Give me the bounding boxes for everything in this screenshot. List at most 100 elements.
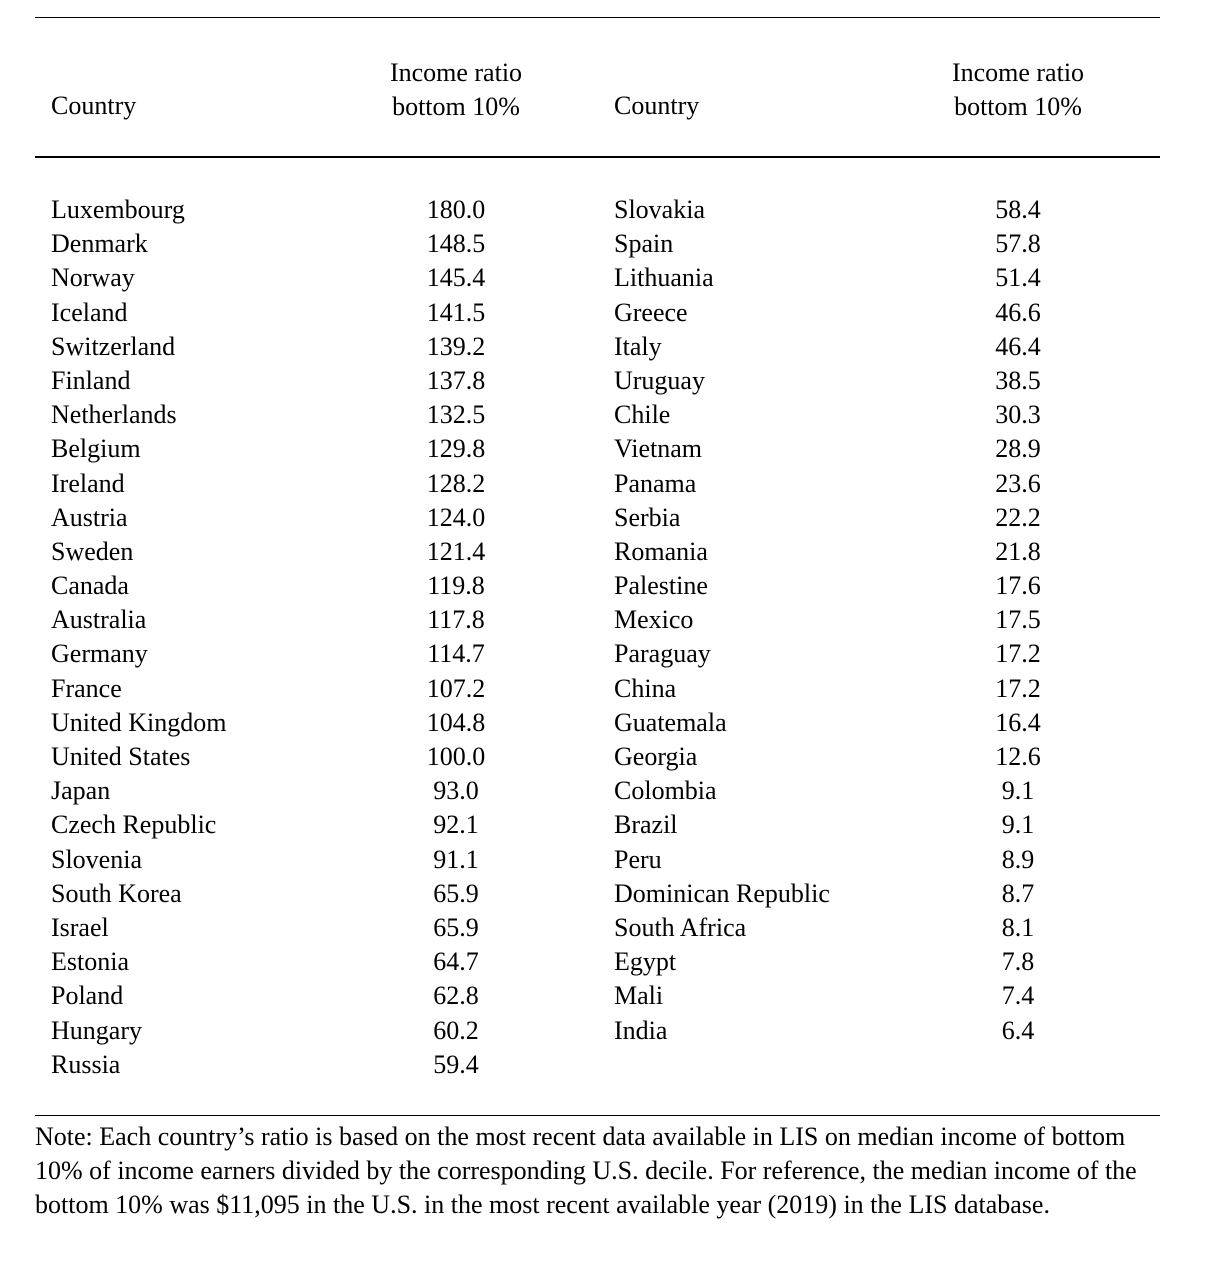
country-name-cell: Czech Republic [51,810,217,840]
country-name-cell: Switzerland [51,331,176,361]
income-ratio-cell: 92.1 [433,810,479,840]
country-name-cell: Chile [614,400,671,430]
country-name-cell: Greece [614,297,688,327]
header-ratio-left: Income ratio bottom 10% [346,56,566,124]
income-ratio-cell: 51.4 [995,263,1041,293]
country-name-cell: Australia [51,605,147,635]
country-name-cell: Hungary [51,1015,142,1045]
income-ratio-cell: 8.9 [1001,844,1035,874]
income-ratio-cell: 9.1 [1001,776,1035,806]
country-name-cell: Paraguay [614,639,711,669]
country-name-cell: Norway [51,263,135,293]
income-ratio-cell: 38.5 [995,365,1041,395]
right-ratio-column: 58.4 57.8 51.4 46.6 46.4 38.5 30.3 28.9 23.6 22.2… [958,193,1078,1048]
country-name-cell: India [614,1015,668,1045]
country-name-cell: Georgia [614,742,698,771]
country-name-cell: France [51,673,122,703]
country-name-cell: United Kingdom [51,707,227,737]
income-ratio-cell: 46.6 [995,297,1041,327]
right-country-column: Slovakia Spain Lithuania Greece Italy Uruguay… [614,193,944,1048]
income-ratio-cell: 148.5 [426,229,486,259]
left-country-column: Luxembourg Denmark Norway Iceland Switzerlan… [51,193,381,1082]
table-note: Note: Each country’s ratio is based on t… [35,1122,1137,1219]
header-ratio-left-line1: Income ratio [389,58,523,87]
income-ratio-cell: 137.8 [426,365,486,395]
income-ratio-cell: 17.5 [995,605,1041,635]
income-ratio-cell: 17.2 [995,639,1041,669]
table-header-rule [35,156,1160,158]
income-ratio-cell: 8.7 [1001,878,1035,908]
header-country-right: Country [614,91,700,120]
income-ratio-cell: 28.9 [995,434,1041,464]
income-ratio-cell: 107.2 [426,673,486,703]
country-name-cell: Ireland [51,468,125,498]
country-name-cell: Italy [614,331,662,361]
country-name-cell: Uruguay [614,365,705,395]
income-ratio-cell: 93.0 [433,776,479,806]
income-ratio-cell: 46.4 [995,331,1041,361]
country-name-cell: Luxembourg [51,195,185,224]
country-name-cell: Mexico [614,605,694,635]
income-ratio-cell: 65.9 [433,912,479,942]
country-name-cell: Spain [614,229,674,259]
country-name-cell: Iceland [51,297,128,327]
income-ratio-cell: 141.5 [426,297,486,327]
country-name-cell: Denmark [51,229,148,259]
income-ratio-cell: 57.8 [995,229,1041,259]
income-ratio-cell: 114.7 [427,639,485,669]
country-name-cell: Slovakia [614,195,705,224]
country-name-cell: Serbia [614,502,681,532]
income-ratio-cell: 65.9 [433,878,479,908]
income-ratio-cell: 8.1 [1001,912,1035,942]
income-ratio-cell: 21.8 [995,536,1041,566]
income-ratio-cell: 121.4 [426,536,486,566]
income-ratio-cell: 22.2 [995,502,1041,532]
country-name-cell: Germany [51,639,148,669]
income-ratio-cell: 124.0 [426,502,486,532]
income-ratio-cell: 59.4 [433,1049,479,1079]
country-name-cell: Russia [51,1049,121,1079]
income-ratio-cell: 100.0 [426,742,486,771]
income-ratio-cell: 23.6 [995,468,1041,498]
country-name-cell: Vietnam [614,434,702,464]
country-name-cell: South Korea [51,878,182,908]
country-name-cell: Canada [51,571,129,601]
income-ratio-cell: 104.8 [426,707,486,737]
country-name-cell: Belgium [51,434,141,464]
country-name-cell: Japan [51,776,111,806]
country-name-cell: Palestine [614,571,708,601]
country-name-cell: Peru [614,844,662,874]
country-name-cell: Guatemala [614,707,727,737]
income-ratio-cell: 17.2 [995,673,1041,703]
country-name-cell: United States [51,742,191,771]
header-ratio-right: Income ratio bottom 10% [908,56,1128,124]
header-ratio-left-line2: bottom 10% [392,92,520,121]
income-ratio-cell: 91.1 [433,844,479,874]
table-bottom-rule [35,1115,1160,1116]
country-name-cell: China [614,673,677,703]
header-ratio-right-line2: bottom 10% [954,92,1082,121]
country-name-cell: Brazil [614,810,678,840]
country-name-cell: Israel [51,912,109,942]
income-ratio-cell: 12.6 [995,742,1041,771]
header-country-left: Country [51,91,137,120]
income-ratio-cell: 117.8 [427,605,485,635]
header-ratio-right-line1: Income ratio [951,58,1085,87]
income-ratio-cell: 17.6 [995,571,1041,601]
income-ratio-cell: 132.5 [426,400,486,430]
country-name-cell: Lithuania [614,263,714,293]
income-ratio-cell: 128.2 [426,468,486,498]
country-name-cell: Panama [614,468,697,498]
left-ratio-column: 180.0 148.5 145.4 141.5 139.2 137.8 132.5 129.8… [396,193,516,1082]
income-ratio-cell: 16.4 [995,707,1041,737]
country-name-cell: Romania [614,536,708,566]
country-name-cell: Austria [51,502,128,532]
country-name-cell: Mali [614,981,664,1011]
income-ratio-cell: 64.7 [433,947,479,977]
income-ratio-cell: 139.2 [426,331,486,361]
country-name-cell: Estonia [51,947,129,977]
income-ratio-cell: 7.4 [1001,981,1035,1011]
table-top-rule [35,17,1160,18]
income-ratio-cell: 145.4 [426,263,486,293]
income-ratio-cell: 7.8 [1001,947,1035,977]
